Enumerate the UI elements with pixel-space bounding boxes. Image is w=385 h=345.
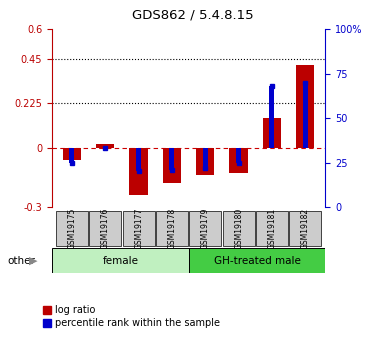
FancyBboxPatch shape <box>123 211 155 246</box>
Text: GSM19177: GSM19177 <box>134 208 143 249</box>
Text: GDS862 / 5.4.8.15: GDS862 / 5.4.8.15 <box>132 9 253 22</box>
Bar <box>236 148 241 162</box>
Text: ▶: ▶ <box>29 256 37 266</box>
Text: GSM19180: GSM19180 <box>234 208 243 249</box>
Bar <box>263 118 281 148</box>
Text: GSM19182: GSM19182 <box>301 208 310 249</box>
Bar <box>96 144 114 148</box>
FancyBboxPatch shape <box>289 211 321 246</box>
Bar <box>69 148 74 162</box>
FancyBboxPatch shape <box>189 211 221 246</box>
FancyBboxPatch shape <box>223 211 254 246</box>
Text: female: female <box>102 256 138 266</box>
Bar <box>63 148 81 160</box>
FancyBboxPatch shape <box>156 211 188 246</box>
Bar <box>196 148 214 175</box>
Text: GSM19179: GSM19179 <box>201 208 210 249</box>
Bar <box>270 86 275 148</box>
Bar <box>303 82 308 148</box>
Text: GSM19176: GSM19176 <box>101 208 110 249</box>
Text: GSM19175: GSM19175 <box>67 208 77 249</box>
FancyBboxPatch shape <box>56 211 88 246</box>
Bar <box>296 65 315 148</box>
Text: GSM19178: GSM19178 <box>167 208 176 249</box>
Bar <box>163 148 181 183</box>
FancyBboxPatch shape <box>52 248 189 273</box>
FancyBboxPatch shape <box>189 248 325 273</box>
Bar <box>203 148 208 168</box>
Legend: log ratio, percentile rank within the sample: log ratio, percentile rank within the sa… <box>40 302 224 332</box>
Bar <box>136 148 141 171</box>
FancyBboxPatch shape <box>256 211 288 246</box>
Text: GH-treated male: GH-treated male <box>214 256 300 266</box>
Bar <box>169 148 174 170</box>
Text: other: other <box>8 256 35 266</box>
Bar <box>129 148 148 195</box>
FancyBboxPatch shape <box>89 211 121 246</box>
Bar <box>229 148 248 174</box>
Text: GSM19181: GSM19181 <box>268 208 276 249</box>
